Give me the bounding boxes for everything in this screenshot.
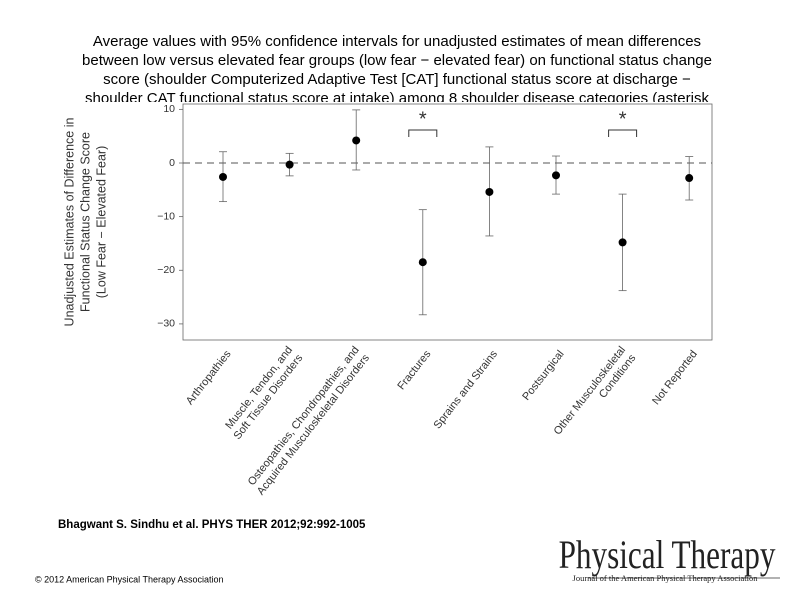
significance-bracket — [408, 129, 438, 137]
y-axis-label: Functional Status Change Score — [78, 132, 92, 312]
y-axis-label: (Low Fear − Elevated Fear) — [94, 146, 108, 299]
x-tick-label: Fractures — [395, 348, 433, 392]
y-axis-label: Unadjusted Estimates of Difference in — [62, 118, 76, 327]
chart-background — [0, 102, 794, 352]
significance-marker: * — [419, 108, 427, 130]
point — [219, 172, 227, 181]
point — [352, 136, 361, 145]
y-tick-label: −20 — [157, 264, 175, 276]
point — [418, 258, 427, 267]
y-tick-label: −30 — [157, 318, 175, 330]
y-tick-label: 0 — [169, 157, 175, 169]
x-tick-label: Osteopathies, Chondropathies, and — [246, 344, 362, 488]
title-line: Average values with 95% confidence inter… — [93, 33, 701, 50]
title: Average values with 95% confidence inter… — [82, 33, 712, 107]
x-tick-label: Sprains and Strains — [431, 348, 500, 431]
point — [485, 187, 494, 196]
logo-subtitle: Journal of the American Physical Therapy… — [573, 573, 759, 583]
point — [618, 238, 627, 247]
point — [285, 160, 294, 169]
copyright: © 2012 American Physical Therapy Associa… — [35, 574, 224, 584]
title-line: between low versus elevated fear groups … — [82, 52, 712, 69]
citation: Bhagwant S. Sindhu et al. PHYS THER 2012… — [58, 519, 366, 531]
logo-name: Physical Therapy — [559, 532, 776, 577]
y-tick-label: −10 — [157, 210, 175, 222]
point — [552, 171, 560, 180]
title-line: score (shoulder Computerized Adaptive Te… — [103, 71, 691, 88]
plot-frame — [182, 103, 713, 341]
significance-marker: * — [619, 108, 627, 130]
point — [685, 174, 694, 183]
x-tick-label: Not Reported — [650, 348, 700, 407]
x-tick-label: Postsurgical — [520, 348, 566, 403]
x-tick-label: Arthropathies — [184, 348, 234, 407]
y-tick-label: 10 — [163, 103, 175, 115]
significance-bracket — [608, 129, 638, 137]
